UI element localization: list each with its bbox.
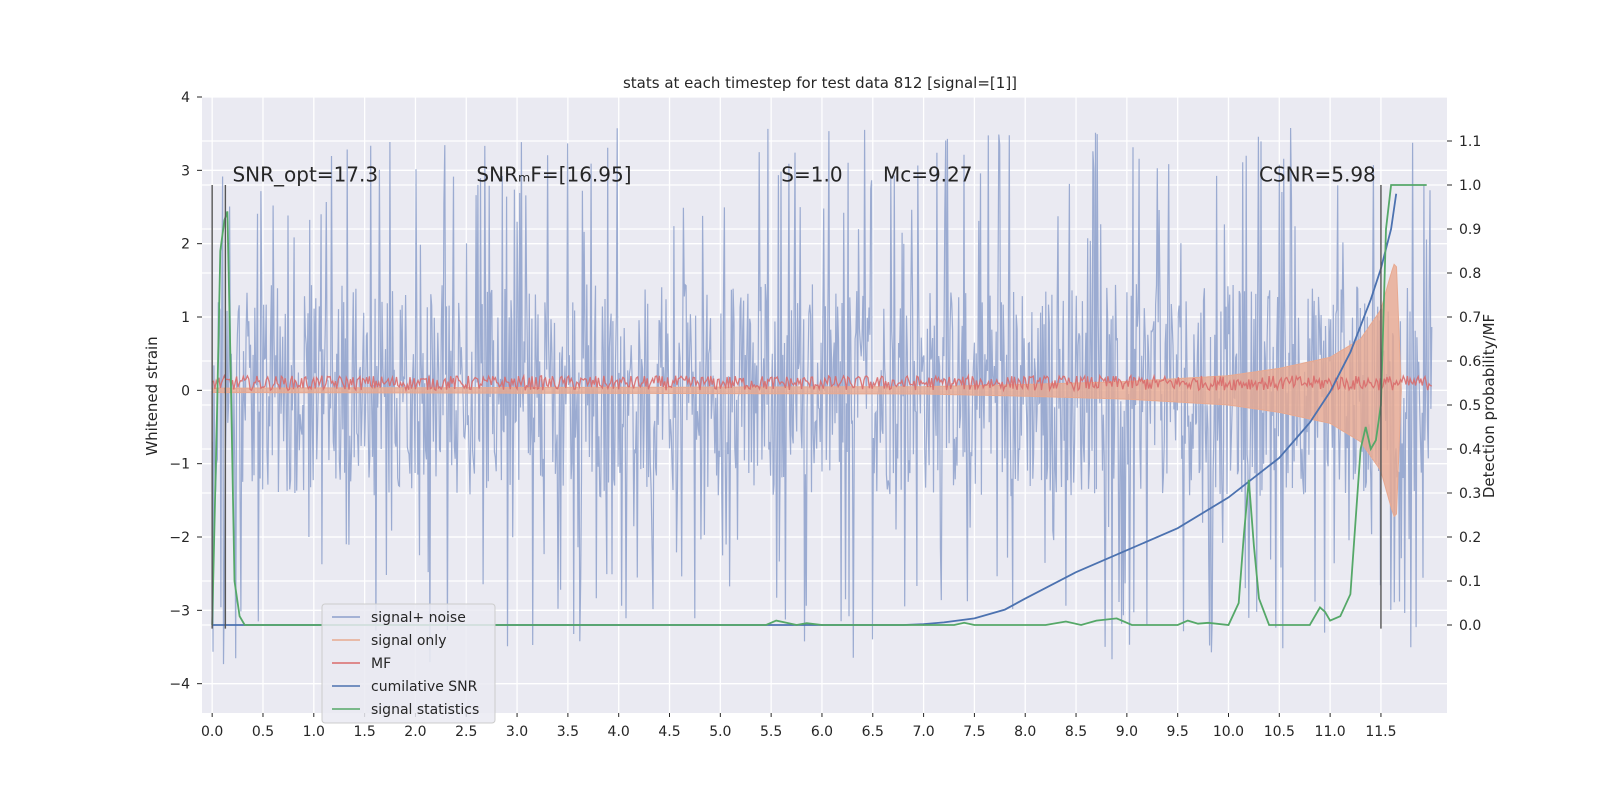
y-left-tick-label: −3 bbox=[169, 603, 190, 619]
x-tick-label: 7.5 bbox=[963, 724, 985, 740]
x-tick-label: 9.5 bbox=[1167, 724, 1189, 740]
vertical-markers bbox=[211, 185, 1382, 629]
legend-box bbox=[321, 603, 496, 724]
x-tick-label: 11.0 bbox=[1315, 724, 1346, 740]
y-right-tick-label: 0.2 bbox=[1459, 530, 1481, 546]
y-left-tick-label: 4 bbox=[181, 90, 190, 106]
y-left-tick-label: 3 bbox=[181, 163, 190, 179]
series-signal-statistics bbox=[211, 184, 1427, 626]
legend-label: signal only bbox=[371, 633, 446, 649]
x-tick-label: 3.0 bbox=[506, 724, 528, 740]
legend-label: signal+ noise bbox=[371, 610, 466, 626]
y-right-tick-label: 0.1 bbox=[1459, 574, 1481, 590]
annotation-snr-opt: SNR_opt=17.3 bbox=[232, 162, 378, 186]
x-tick-label: 3.5 bbox=[557, 724, 579, 740]
annotation-snr-mf: SNRₘF=[16.95] bbox=[476, 162, 631, 186]
legend-label: MF bbox=[371, 656, 391, 672]
y-right-tick-label: 0.7 bbox=[1459, 310, 1481, 326]
x-axis-ticks: 0.0 0.5 1.0 1.5 2.0 2.5 3.0 3.5 4.0 4.5 5.0 5.5 6.0 6… bbox=[201, 713, 1397, 740]
x-tick-label: 6.0 bbox=[811, 724, 833, 740]
chart-title: stats at each timestep for test data 812… bbox=[623, 74, 1017, 92]
y-left-tick-label: −2 bbox=[169, 530, 190, 546]
x-tick-label: 6.5 bbox=[862, 724, 884, 740]
x-tick-label: 4.5 bbox=[658, 724, 680, 740]
x-tick-label: 7.0 bbox=[912, 724, 934, 740]
series-signal-noise bbox=[211, 127, 1433, 665]
series-cumilative-snr bbox=[212, 193, 1398, 626]
y-right-tick-label: 0.9 bbox=[1459, 222, 1481, 238]
y-right-tick-label: 0.6 bbox=[1459, 354, 1481, 370]
x-tick-label: 2.5 bbox=[455, 724, 477, 740]
x-tick-label: 11.5 bbox=[1365, 724, 1396, 740]
y-left-tick-label: −1 bbox=[169, 457, 190, 473]
annotation-s: S=1.0 bbox=[781, 162, 842, 186]
y-left-tick-label: −4 bbox=[169, 677, 190, 693]
y-right-tick-label: 0.3 bbox=[1459, 486, 1481, 502]
series-layer bbox=[211, 127, 1433, 665]
legend: signal+ noise signal only MF cumilative … bbox=[321, 603, 496, 724]
series-mf bbox=[211, 373, 1432, 393]
y-axis-label-right: Detection probability/MF bbox=[1480, 314, 1498, 498]
x-tick-label: 10.5 bbox=[1264, 724, 1295, 740]
y-left-tick-label: 2 bbox=[181, 237, 190, 253]
x-tick-label: 8.0 bbox=[1014, 724, 1036, 740]
annotations: SNR_opt=17.3 SNRₘF=[16.95] S=1.0 Mᴄ=9.27 CSN… bbox=[232, 162, 1375, 186]
x-tick-label: 2.0 bbox=[404, 724, 426, 740]
x-tick-label: 10.0 bbox=[1213, 724, 1244, 740]
legend-label: cumilative SNR bbox=[371, 679, 478, 695]
y-left-tick-label: 1 bbox=[181, 310, 190, 326]
x-tick-label: 0.5 bbox=[252, 724, 274, 740]
y-right-tick-label: 1.0 bbox=[1459, 178, 1481, 194]
x-tick-label: 5.5 bbox=[760, 724, 782, 740]
annotation-mc: Mᴄ=9.27 bbox=[883, 162, 973, 186]
legend-label: signal statistics bbox=[371, 702, 479, 718]
y-axis-label-left: Whitened strain bbox=[143, 336, 161, 455]
y-right-tick-label: 0.8 bbox=[1459, 266, 1481, 282]
y-right-axis-ticks: 0.0 0.1 0.2 0.3 0.4 0.5 0.6 0.7 0.8 0.9 1.0 1.1 bbox=[1447, 134, 1481, 634]
x-tick-label: 4.0 bbox=[608, 724, 630, 740]
y-right-tick-label: 0.0 bbox=[1459, 618, 1481, 634]
x-tick-label: 1.0 bbox=[303, 724, 325, 740]
y-left-axis-ticks: −4 −3 −2 −1 0 1 2 3 4 bbox=[169, 90, 202, 693]
x-tick-label: 9.0 bbox=[1116, 724, 1138, 740]
y-right-tick-label: 0.5 bbox=[1459, 398, 1481, 414]
y-right-tick-label: 0.4 bbox=[1459, 442, 1481, 458]
x-tick-label: 8.5 bbox=[1065, 724, 1087, 740]
x-tick-label: 1.5 bbox=[353, 724, 375, 740]
x-tick-label: 5.0 bbox=[709, 724, 731, 740]
y-left-tick-label: 0 bbox=[181, 383, 190, 399]
y-right-tick-label: 1.1 bbox=[1459, 134, 1481, 150]
annotation-csnr: CSNR=5.98 bbox=[1259, 162, 1376, 186]
x-tick-label: 0.0 bbox=[201, 724, 223, 740]
